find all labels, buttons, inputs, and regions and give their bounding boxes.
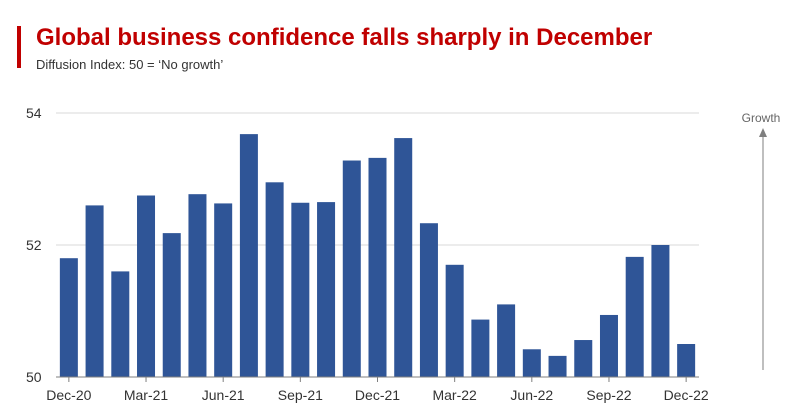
x-tick-label: Dec-20 <box>46 387 91 403</box>
y-axis-labels: 50 52 54 <box>26 105 42 385</box>
y-tick-label: 54 <box>26 105 42 121</box>
bar-May-22 <box>497 304 516 377</box>
x-tick-label: Sep-21 <box>278 387 323 403</box>
x-tick-label: Sep-22 <box>586 387 631 403</box>
x-axis: Dec-20 Mar-21 Jun-21 Sep-21 Dec-21 Mar-22 Jun-… <box>46 376 709 403</box>
bar-Jul-22 <box>548 355 567 377</box>
bar-Aug-21 <box>265 182 284 377</box>
bar-Sep-21 <box>291 202 310 377</box>
x-tick-label: Mar-21 <box>124 387 169 403</box>
x-tick-label: Jun-22 <box>510 387 553 403</box>
bar-Nov-21 <box>342 160 361 377</box>
x-tick-label: Jun-21 <box>202 387 245 403</box>
bar-Dec-20 <box>59 258 78 377</box>
bar-Jan-22 <box>394 138 413 377</box>
bar-Mar-22 <box>445 264 464 377</box>
bar-Jun-22 <box>522 349 541 377</box>
bar-Sep-22 <box>599 314 618 377</box>
x-tick-label: Dec-21 <box>355 387 400 403</box>
bar-Feb-21 <box>111 271 130 377</box>
y-tick-label: 50 <box>26 369 42 385</box>
title-accent-bar <box>17 26 21 68</box>
y-tick-label: 52 <box>26 237 42 253</box>
bar-Jun-21 <box>214 203 233 377</box>
bar-Dec-21 <box>368 157 387 377</box>
growth-label: Growth <box>742 111 781 125</box>
bar-Aug-22 <box>574 340 593 377</box>
x-tick-label: Mar-22 <box>432 387 477 403</box>
bar-May-21 <box>188 194 207 377</box>
chart-subtitle: Diffusion Index: 50 = ‘No growth’ <box>36 57 224 72</box>
chart-title: Global business confidence falls sharply… <box>36 24 653 51</box>
x-tick-label: Dec-22 <box>664 387 709 403</box>
bar-Dec-22 <box>677 344 696 377</box>
bar-Mar-21 <box>137 195 156 377</box>
bar-Apr-22 <box>471 319 490 377</box>
bar-Apr-21 <box>162 233 181 377</box>
bar-Oct-21 <box>317 202 336 377</box>
bar-Jul-21 <box>239 134 258 377</box>
growth-arrow-head <box>759 128 767 137</box>
bar-Oct-22 <box>625 256 644 377</box>
bar-Feb-22 <box>419 223 438 377</box>
bar-Nov-22 <box>651 245 670 377</box>
growth-annotation: Growth <box>742 111 781 370</box>
bar-Jan-21 <box>85 205 104 377</box>
bars <box>59 134 696 377</box>
